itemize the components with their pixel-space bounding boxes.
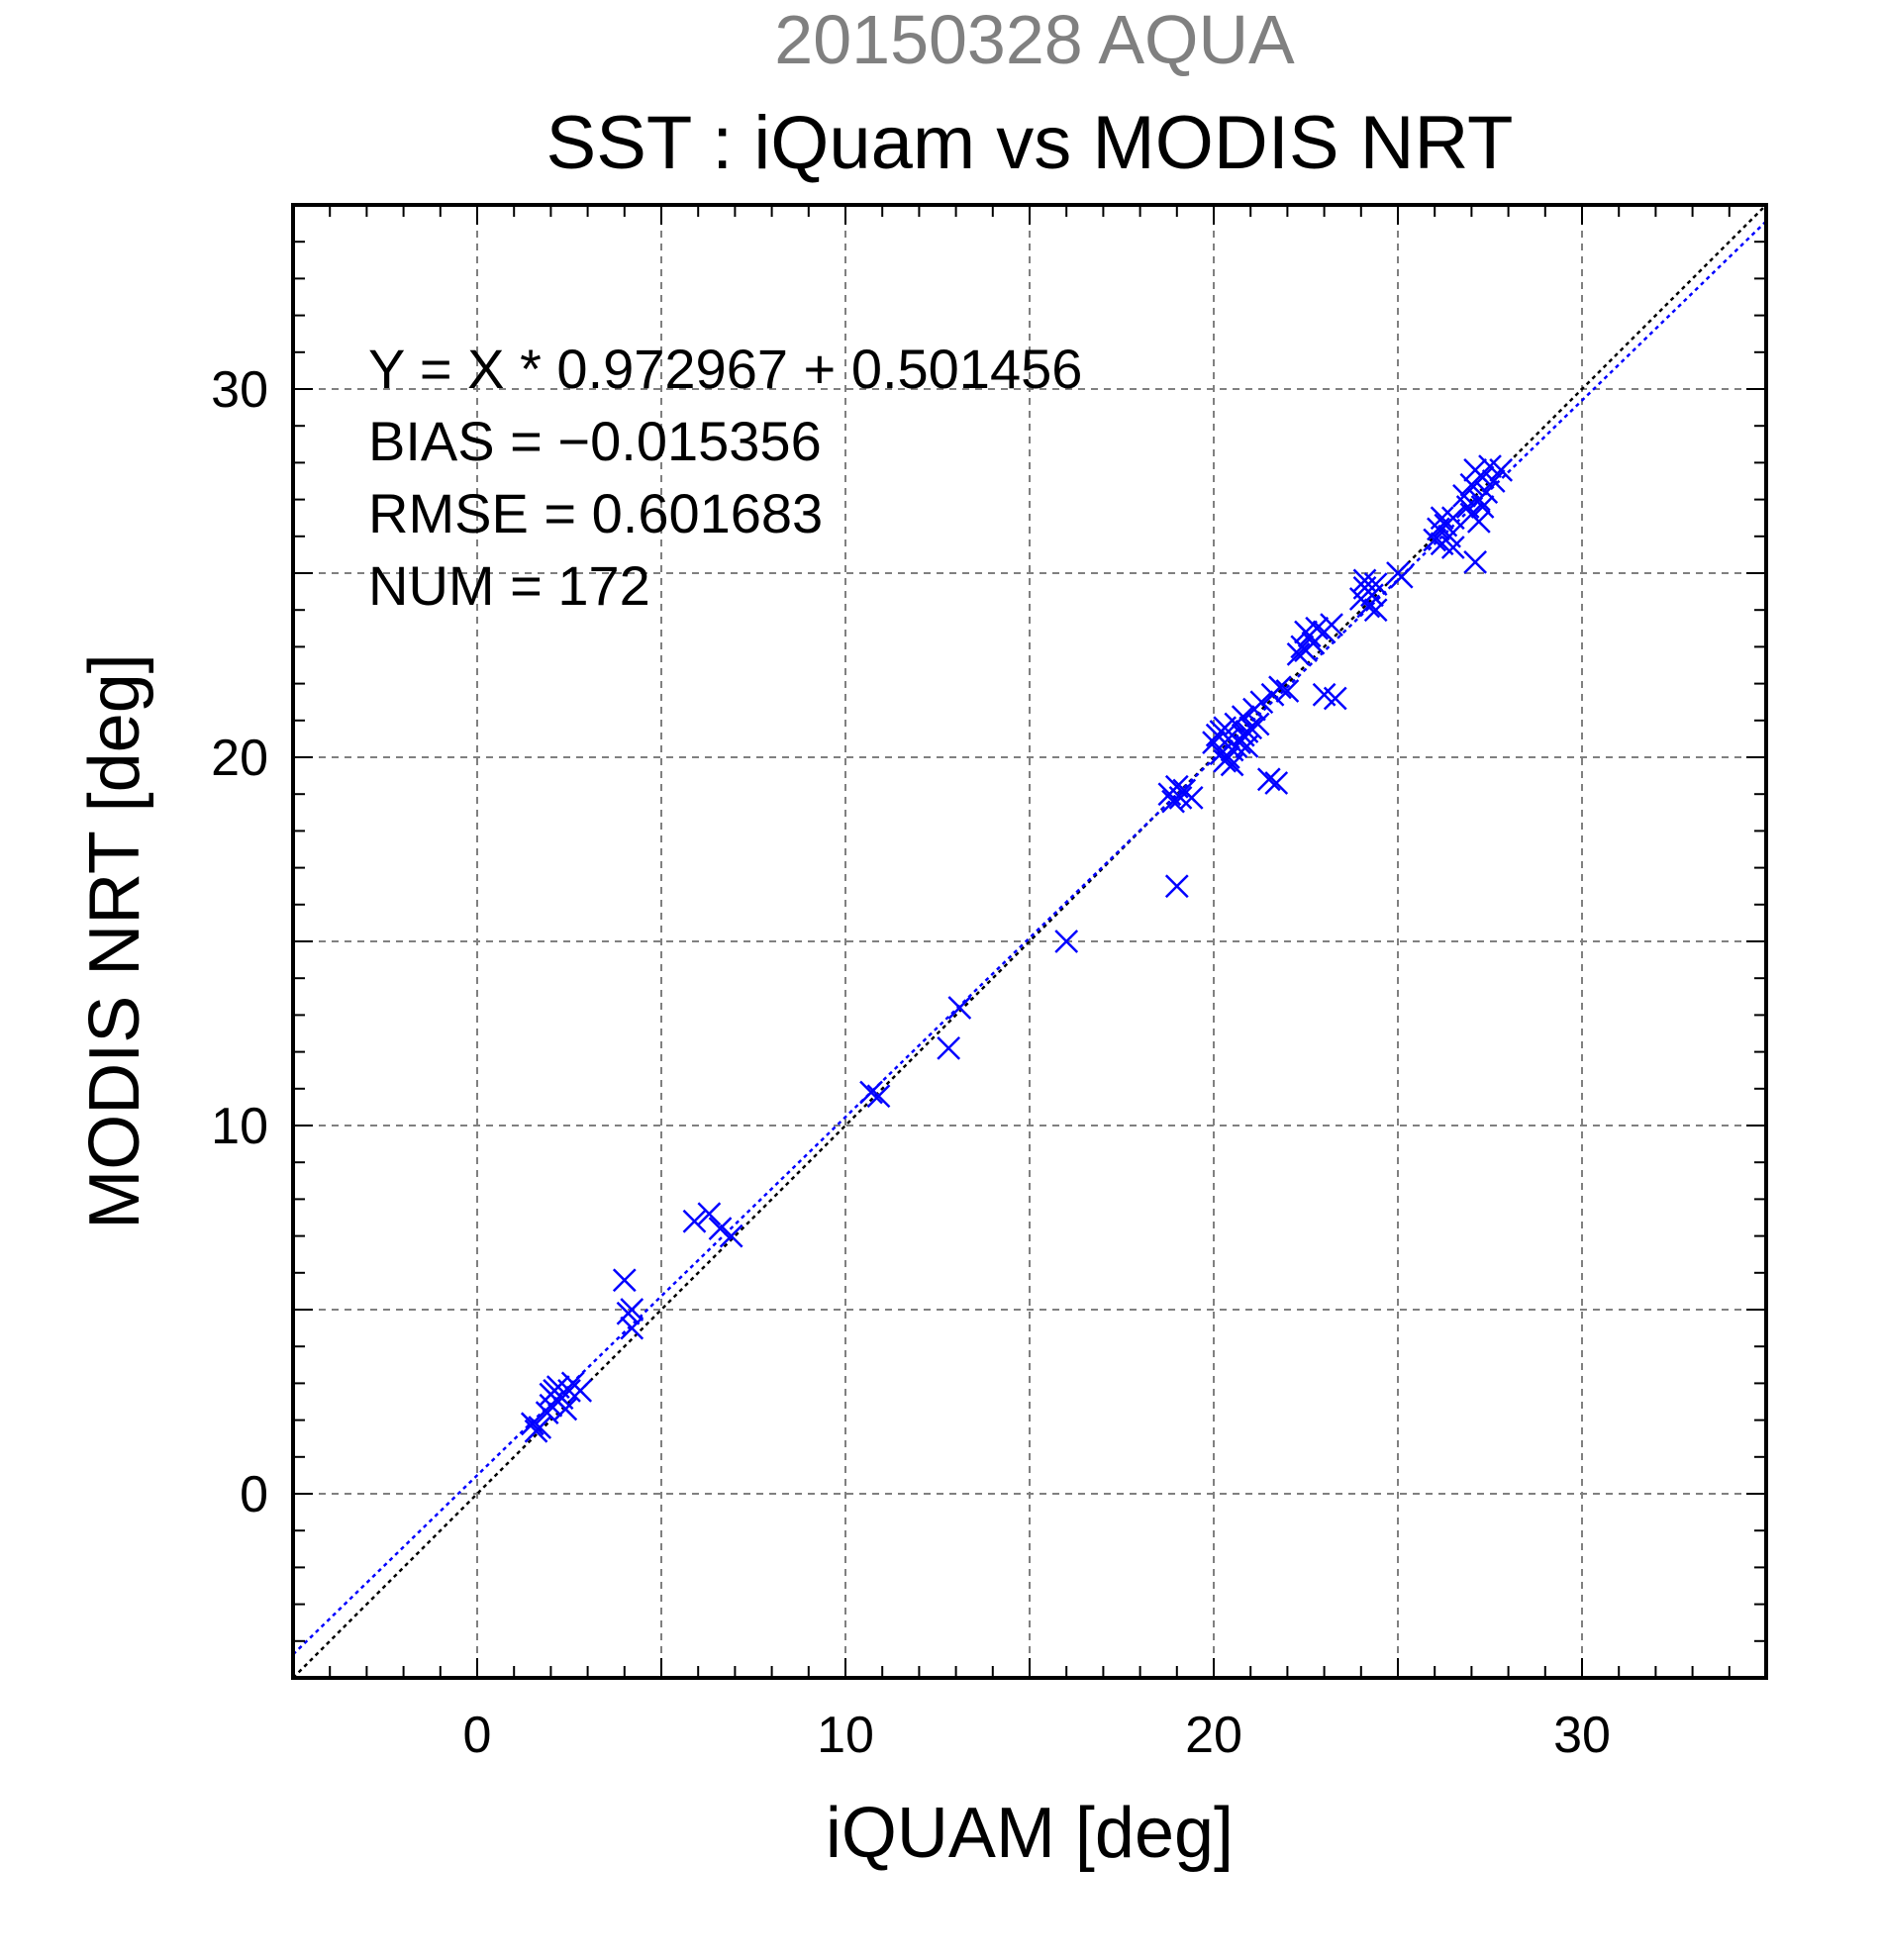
data-point [1168,786,1193,810]
data-point [1430,506,1454,531]
data-point [1275,679,1300,703]
data-point [1179,786,1204,810]
data-point [1256,767,1281,792]
data-point [1323,686,1347,711]
data-point [859,1080,883,1105]
data-point [719,1224,743,1248]
data-point [1264,771,1289,795]
x-tick-label: 10 [817,1707,874,1764]
data-point [937,1035,961,1060]
data-point [1466,510,1491,534]
data-point [620,1298,644,1322]
stat-annotation: Y = X * 0.972967 + 0.501456 [368,338,1082,400]
data-point [1268,675,1292,700]
data-point [1054,930,1079,953]
grid [293,205,1766,1678]
y-tick-label: 0 [240,1466,268,1523]
chart-subtitle: SST : iQuam vs MODIS NRT [546,101,1514,185]
regression-line [292,220,1767,1656]
data-point [1463,549,1488,574]
data-point [1220,752,1244,777]
data-point [1164,874,1189,899]
data-point [1286,641,1311,666]
data-point [528,1416,552,1439]
data-point [1481,469,1506,493]
stat-annotation: RMSE = 0.601683 [368,482,823,544]
data-point [947,996,972,1020]
data-point [697,1202,722,1226]
data-point [520,1412,544,1436]
data-point [612,1268,637,1293]
data-point [708,1217,733,1241]
identity-line [292,204,1767,1679]
y-axis-label: MODIS NRT [deg] [75,653,154,1229]
data-point [682,1209,707,1233]
stat-annotation: BIAS = −0.015356 [368,410,822,472]
reference-lines [292,204,1767,1679]
data-point [1363,598,1388,623]
data-point [1235,720,1259,743]
y-tick-label: 10 [211,1098,268,1155]
data-point [1474,480,1499,505]
data-point [866,1084,891,1109]
data-point [1470,495,1495,519]
data-point [1459,472,1484,497]
data-point [553,1397,578,1421]
data-point [1489,457,1514,482]
axis-ticks [293,205,1766,1678]
data-point [1363,572,1388,597]
data-point [1294,620,1318,644]
data-point [1231,705,1255,729]
stat-annotation: NUM = 172 [368,554,650,617]
data-point [1245,712,1270,736]
tick-labels: 0 10 20 30 0 10 20 30 [211,361,1611,1764]
data-point [1249,690,1274,715]
data-points [520,454,1514,1443]
y-tick-label: 20 [211,730,268,787]
y-tick-label: 30 [211,361,268,419]
data-point [539,1393,563,1418]
data-point [1216,745,1240,769]
x-tick-label: 30 [1553,1707,1611,1764]
data-point [1320,613,1343,637]
data-point [1440,506,1465,531]
data-point [1389,564,1414,589]
data-point [545,1375,570,1400]
data-point [620,1316,644,1340]
x-tick-label: 20 [1185,1707,1242,1764]
data-point [1209,720,1234,743]
chart-title: 20150328 AQUA [774,1,1295,78]
data-point [568,1378,593,1403]
statistics-annotations: Y = X * 0.972967 + 0.501456 BIAS = −0.015… [368,338,1082,617]
data-point [535,1401,559,1425]
x-axis-label: iQUAM [deg] [826,1794,1234,1873]
x-tick-label: 0 [463,1707,492,1764]
data-point [1440,536,1465,559]
